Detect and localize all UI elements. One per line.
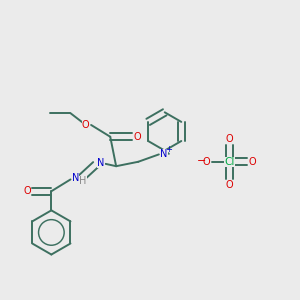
Text: O: O — [226, 134, 233, 144]
Text: −: − — [196, 156, 206, 166]
Text: O: O — [82, 120, 90, 130]
Text: Cl: Cl — [224, 157, 235, 167]
Text: H: H — [80, 176, 87, 186]
Text: +: + — [165, 145, 172, 154]
Text: O: O — [249, 157, 256, 167]
Text: O: O — [226, 180, 233, 190]
Text: O: O — [203, 157, 210, 167]
Text: O: O — [23, 186, 31, 196]
Text: N: N — [72, 173, 80, 183]
Text: N: N — [97, 158, 104, 168]
Text: N: N — [160, 149, 168, 159]
Text: O: O — [134, 132, 141, 142]
